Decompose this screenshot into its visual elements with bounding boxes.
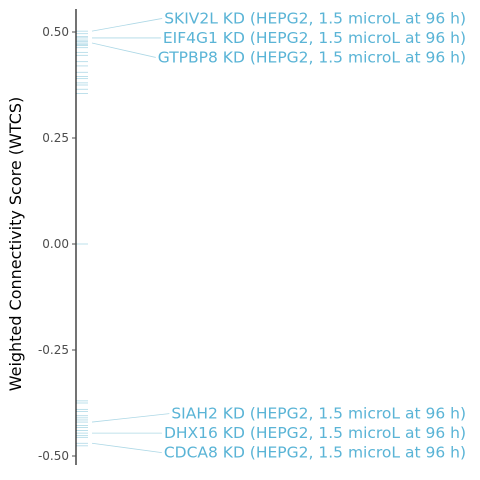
annotation-connector xyxy=(91,42,156,58)
y-tick-label: -0.25 xyxy=(38,343,69,357)
annotation-label: SKIV2L KD (HEPG2, 1.5 microL at 96 h) xyxy=(164,9,466,27)
annotation-connector xyxy=(91,18,163,32)
y-axis-title: Weighted Connectivity Score (WTCS) xyxy=(6,97,25,392)
annotation-connector xyxy=(91,413,170,423)
y-tick-label: 0.00 xyxy=(42,237,69,251)
annotation-connector xyxy=(91,442,162,454)
y-tick-label: 0.25 xyxy=(42,131,69,145)
y-axis: 0.50 0.25 0.00 -0.25 -0.50 xyxy=(38,9,77,465)
annotation-label: EIF4G1 KD (HEPG2, 1.5 microL at 96 h) xyxy=(163,29,466,47)
connectors-layer xyxy=(91,18,170,454)
annotation-labels: SKIV2L KD (HEPG2, 1.5 microL at 96 h) EIF… xyxy=(158,9,466,461)
annotation-label: SIAH2 KD (HEPG2, 1.5 microL at 96 h) xyxy=(171,405,466,423)
annotation-label: GTPBP8 KD (HEPG2, 1.5 microL at 96 h) xyxy=(158,48,466,66)
annotation-label: CDCA8 KD (HEPG2, 1.5 microL at 96 h) xyxy=(164,444,466,462)
points-layer xyxy=(76,30,88,447)
y-tick-label: -0.50 xyxy=(38,449,69,463)
annotation-label: DHX16 KD (HEPG2, 1.5 microL at 96 h) xyxy=(164,424,466,442)
y-tick-label: 0.50 xyxy=(42,25,69,39)
